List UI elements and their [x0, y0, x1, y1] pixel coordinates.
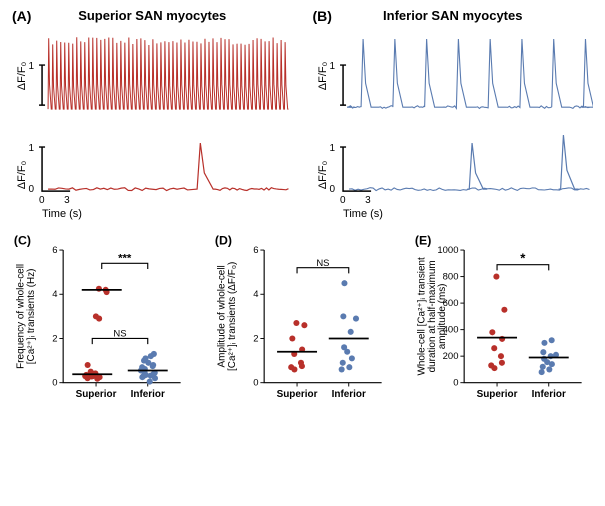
- svg-text:Amplitude of whole-cell: Amplitude of whole-cell: [216, 265, 227, 367]
- svg-text:Inferior: Inferior: [532, 389, 566, 400]
- svg-text:6: 6: [52, 245, 57, 256]
- svg-text:Inferior: Inferior: [131, 389, 165, 400]
- panel-a-label: (A): [12, 8, 31, 24]
- svg-text:1: 1: [28, 143, 34, 154]
- svg-text:Superior: Superior: [477, 389, 518, 400]
- svg-text:amplitude (ms): amplitude (ms): [437, 284, 448, 350]
- svg-text:0: 0: [253, 378, 258, 389]
- svg-text:4: 4: [253, 289, 258, 300]
- svg-text:1: 1: [329, 143, 335, 154]
- svg-text:(E): (E): [415, 233, 431, 247]
- svg-text:*: *: [520, 251, 526, 266]
- svg-text:Superior: Superior: [276, 389, 317, 400]
- svg-text:Superior: Superior: [76, 389, 117, 400]
- svg-text:3: 3: [64, 195, 70, 206]
- svg-text:NS: NS: [316, 258, 329, 269]
- panel-a-upper-trace: ΔF/F₀ 1: [12, 27, 293, 125]
- panel-b-label: (B): [313, 8, 332, 24]
- panel-b-title: Inferior SAN myocytes: [313, 8, 594, 23]
- svg-text:1: 1: [28, 61, 34, 72]
- panel-b-lower-trace: ΔF/F₀ 1 0 0 3 Time (s): [313, 129, 594, 221]
- svg-text:800: 800: [443, 271, 459, 282]
- svg-text:0: 0: [52, 378, 57, 389]
- panel-b: (B) Inferior SAN myocytes ΔF/F₀ 1 ΔF/F₀: [313, 8, 594, 221]
- svg-text:0: 0: [340, 195, 346, 206]
- panel-c: 0 2 4 6 Superior Inferior Frequency of whole-c…: [12, 233, 192, 413]
- svg-text:1000: 1000: [437, 245, 458, 256]
- panel-a: (A) Superior SAN myocytes ΔF/F₀ 1 ΔF/F₀: [12, 8, 293, 221]
- svg-text:[Ca²⁺]ᵢ transients (ΔF/F₀): [Ca²⁺]ᵢ transients (ΔF/F₀): [226, 262, 237, 371]
- svg-text:1: 1: [329, 61, 335, 72]
- panel-d: 0 2 4 6 Superior Inferior Amplitude of whole-c…: [213, 233, 393, 413]
- svg-text:(D): (D): [214, 233, 231, 247]
- panel-a-lower-trace: ΔF/F₀ 1 0 0 3 Time (s): [12, 129, 293, 221]
- svg-text:Whole-cell [Ca²⁺]ᵢ transient: Whole-cell [Ca²⁺]ᵢ transient: [416, 257, 427, 376]
- svg-text:Time (s): Time (s): [42, 208, 82, 220]
- panel-e: 02004006008001000SuperiorInferiorWhole-c…: [413, 233, 593, 413]
- svg-text:0: 0: [28, 184, 34, 195]
- svg-text:0: 0: [453, 378, 458, 389]
- figure: (A) Superior SAN myocytes ΔF/F₀ 1 ΔF/F₀: [12, 8, 593, 413]
- scatter-row: 0 2 4 6 Superior Inferior Frequency of whole-c…: [12, 233, 593, 413]
- trace-row: (A) Superior SAN myocytes ΔF/F₀ 1 ΔF/F₀: [12, 8, 593, 221]
- svg-text:Inferior: Inferior: [331, 389, 365, 400]
- svg-text:duration at half-maximum: duration at half-maximum: [427, 260, 438, 372]
- svg-text:2: 2: [253, 333, 258, 344]
- svg-text:[Ca²⁺]ᵢ transients (Hz): [Ca²⁺]ᵢ transients (Hz): [26, 269, 37, 365]
- svg-text:(C): (C): [14, 233, 31, 247]
- panel-a-title: Superior SAN myocytes: [12, 8, 293, 23]
- svg-text:4: 4: [52, 289, 57, 300]
- svg-text:6: 6: [253, 245, 258, 256]
- svg-text:3: 3: [365, 195, 371, 206]
- svg-text:NS: NS: [113, 329, 126, 340]
- svg-text:2: 2: [52, 333, 57, 344]
- svg-text:Frequency of whole-cell: Frequency of whole-cell: [15, 264, 26, 369]
- svg-text:0: 0: [329, 184, 335, 195]
- svg-text:200: 200: [443, 351, 459, 362]
- svg-text:0: 0: [39, 195, 45, 206]
- svg-text:***: ***: [118, 252, 132, 264]
- svg-text:Time (s): Time (s): [343, 208, 383, 220]
- panel-b-upper-trace: ΔF/F₀ 1: [313, 27, 594, 125]
